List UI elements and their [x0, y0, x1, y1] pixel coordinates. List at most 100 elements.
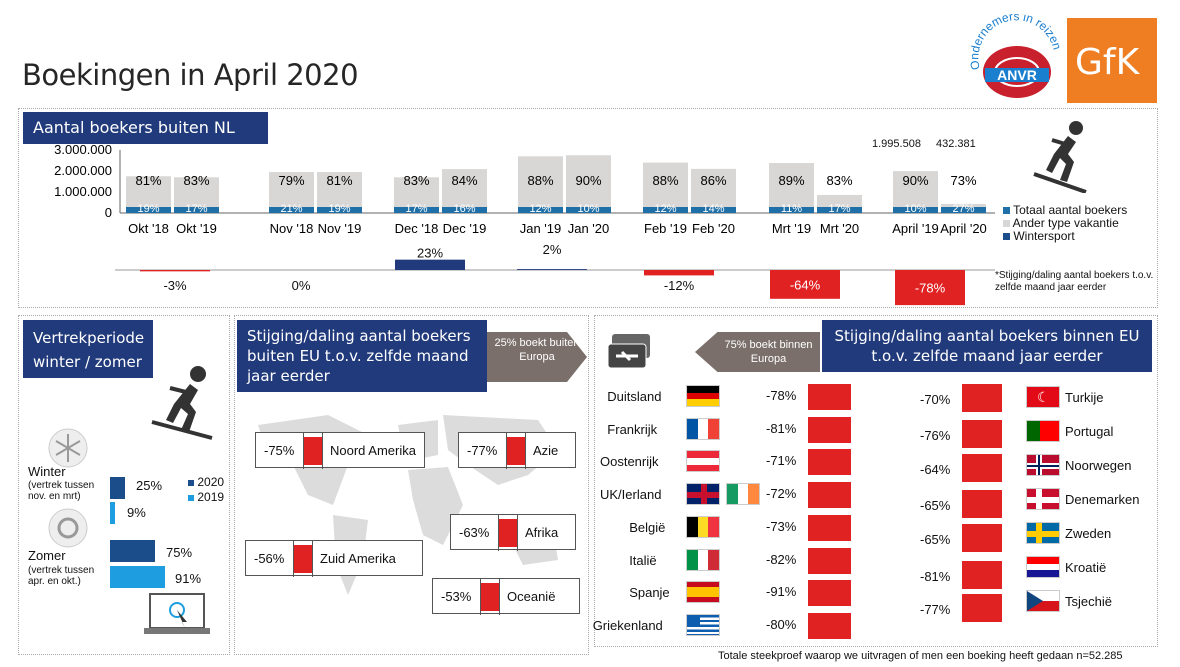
change-label: 2%: [543, 242, 562, 257]
bar-totaal: [643, 162, 688, 213]
country-value: -76%: [920, 428, 951, 443]
x-tick-label: Dec '18: [395, 221, 439, 236]
region-value: -53%: [441, 589, 472, 604]
label-wintersport: 10%: [577, 203, 599, 215]
label-wintersport: 11%: [781, 203, 802, 215]
x-tick-label: Okt '18: [128, 221, 169, 236]
extra-value-2: 432.381: [936, 138, 976, 150]
anvr-logo: Ondernemers in reizen ANVR: [967, 14, 1064, 98]
x-tick-label: Mrt '19: [772, 221, 811, 236]
country-bar: [962, 490, 1002, 518]
change-label: -64%: [790, 277, 821, 292]
x-tick-label: Nov '18: [270, 221, 314, 236]
region-bar: [304, 437, 322, 465]
bar-totaal: [442, 169, 487, 213]
legend-label: Wintersport: [1013, 229, 1075, 243]
skier-icon-2: [151, 366, 213, 440]
country-name: Oostenrijk: [600, 454, 659, 470]
bar-wintersport: [643, 207, 688, 213]
bar-totaal: [317, 172, 362, 213]
label-wintersport: 19%: [137, 203, 159, 215]
x-tick-label: Dec '19: [443, 221, 487, 236]
change-bar: [644, 270, 714, 276]
binnen-eu-panel: [594, 315, 1158, 647]
bar-wintersport: [691, 207, 736, 213]
flag-icon: [686, 613, 720, 636]
page-title: Boekingen in April 2020: [22, 58, 359, 92]
country-bar: [808, 514, 851, 541]
region-value: -63%: [459, 525, 490, 540]
zomer-sub2: apr. en okt.): [28, 576, 81, 587]
y-tick-label: 3.000.000: [54, 142, 112, 157]
flag-icon: [686, 450, 720, 473]
change-bar: [895, 270, 965, 306]
change-label: -12%: [664, 278, 695, 293]
legend-swatch: [1003, 207, 1010, 214]
bar-wintersport: [394, 207, 439, 213]
region-name: Oceanië: [507, 589, 556, 604]
country-value: -91%: [766, 584, 797, 600]
country-value: -81%: [766, 420, 797, 436]
country-name: Turkije: [1065, 390, 1104, 405]
legend-swatch: [1003, 233, 1010, 240]
flag-icon: ☾: [1026, 386, 1060, 408]
label-wintersport: 12%: [654, 203, 676, 215]
flag-icon: [686, 385, 720, 407]
x-tick-label: Mrt '20: [820, 221, 859, 236]
bar-wintersport: [174, 207, 219, 213]
country-value: -64%: [920, 462, 951, 477]
gfk-logo: GfK: [1067, 18, 1157, 103]
region-callout: -75% Noord Amerika: [255, 432, 425, 469]
extra-value-1: 1.995.508: [872, 138, 921, 150]
bar-totaal: [893, 171, 938, 213]
change-bar: [517, 269, 587, 270]
region-value: -77%: [467, 443, 498, 458]
country-name: Kroatië: [1065, 560, 1107, 575]
region-name: Zuid Amerika: [320, 551, 396, 566]
label-wintersport: 10%: [904, 203, 926, 215]
region-callout: -56% Zuid Amerika: [245, 540, 423, 577]
label-wintersport: 16%: [453, 203, 475, 215]
snowflake-icon: [48, 428, 88, 468]
bar-wintersport: [566, 207, 611, 213]
label-wintersport: 21%: [280, 203, 302, 215]
change-label: 0%: [292, 278, 311, 293]
bar-wintersport: [769, 207, 814, 213]
label-ander: 81%: [326, 173, 352, 188]
flag-icon: [1026, 590, 1060, 612]
buiten-eu-arrow: 25% boekt buiten Europa: [487, 332, 587, 382]
legend-2019: 2019: [188, 490, 224, 504]
flag-icon: [1026, 556, 1060, 578]
country-bar: [808, 416, 851, 443]
x-tick-label: April '19: [892, 221, 939, 236]
bar-wintersport: [269, 207, 314, 213]
flag-icon: [1026, 522, 1060, 544]
country-bar: [808, 482, 851, 509]
label-wintersport: 17%: [185, 203, 207, 215]
chart-legend: Totaal aantal boekers Ander type vakanti…: [1003, 204, 1127, 243]
change-label: -78%: [915, 281, 946, 296]
legend-swatch: [1003, 220, 1010, 227]
label-wintersport: 12%: [529, 203, 551, 215]
label-ander: 89%: [778, 173, 804, 188]
vertrek-header-line1: Vertrekperiode: [33, 329, 145, 347]
country-value: -65%: [920, 498, 951, 513]
binnen-eu-arrow: 75% boekt binnen Europa: [695, 332, 820, 372]
country-name: België: [629, 519, 666, 535]
country-value: -65%: [920, 532, 951, 547]
flag-icon: [1026, 454, 1060, 476]
country-value: -73%: [766, 518, 797, 534]
country-bar: [808, 612, 851, 639]
zomer-2020-value: 75%: [166, 545, 193, 560]
country-bar: [962, 420, 1002, 448]
legend-item-totaal: Totaal aantal boekers: [1003, 204, 1127, 217]
flag-icon: [1026, 488, 1060, 510]
label-ander: 86%: [700, 173, 726, 188]
skier-icon: [1033, 121, 1087, 193]
label-ander: 88%: [527, 173, 553, 188]
label-ander: 81%: [135, 173, 161, 188]
boekers-chart: 3.000.000 2.000.000 1.000.000 0 81% 19% Okt '1…: [54, 142, 995, 306]
bar-wintersport: [518, 207, 563, 213]
country-value: -72%: [766, 486, 797, 502]
country-name: Zweden: [1065, 526, 1112, 541]
